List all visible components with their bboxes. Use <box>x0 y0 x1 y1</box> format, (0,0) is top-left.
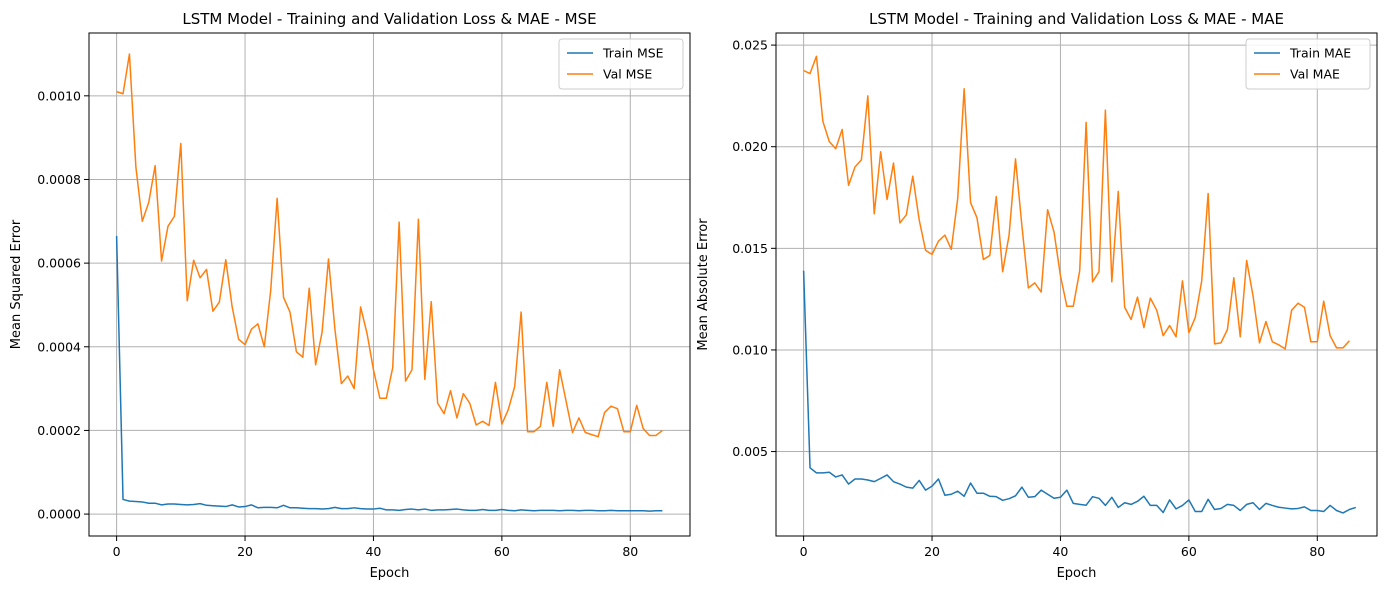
series-line-train <box>115 235 663 512</box>
y-tick-label: 0.0002 <box>37 423 81 438</box>
plot-frame <box>88 32 691 537</box>
y-tick-label: 0.0010 <box>37 88 81 103</box>
x-tick-label: 80 <box>622 544 638 559</box>
x-tick-label: 20 <box>237 544 253 559</box>
y-axis-label: Mean Squared Error <box>9 219 24 349</box>
legend-label-val: Val MSE <box>603 67 652 82</box>
x-tick-label: 0 <box>113 544 121 559</box>
x-tick-label: 20 <box>924 544 940 559</box>
grid <box>776 33 1377 536</box>
series-line-train <box>802 270 1357 514</box>
series-line-val <box>803 55 1350 350</box>
legend: Train MSE Val MSE <box>558 38 684 90</box>
series-line-val <box>116 53 663 438</box>
x-tick-label: 40 <box>365 544 381 559</box>
y-tick-label: 0.020 <box>732 139 768 154</box>
y-tick-label: 0.0008 <box>37 172 81 187</box>
grid <box>89 33 690 536</box>
y-tick-label: 0.015 <box>732 241 768 256</box>
x-axis-label: Epoch <box>370 566 410 581</box>
legend-label-train: Train MSE <box>602 46 664 61</box>
y-tick-label: 0.025 <box>732 38 768 53</box>
legend-label-train: Train MAE <box>1289 46 1351 61</box>
x-axis-label: Epoch <box>1057 566 1097 581</box>
legend-box <box>558 38 684 90</box>
y-tick-label: 0.0006 <box>37 256 81 271</box>
x-tick-label: 0 <box>800 544 808 559</box>
legend-label-val: Val MAE <box>1290 67 1340 82</box>
x-tick-label: 60 <box>1181 544 1197 559</box>
chart-title: LSTM Model - Training and Validation Los… <box>869 10 1284 28</box>
y-tick-label: 0.010 <box>732 342 768 357</box>
series-group <box>802 55 1357 514</box>
series-group <box>115 53 663 512</box>
y-tick-label: 0.0000 <box>37 507 81 522</box>
x-tick-label: 60 <box>494 544 510 559</box>
plot-frame <box>775 32 1378 537</box>
legend-box <box>1245 38 1371 90</box>
y-axis-label: Mean Absolute Error <box>696 218 711 351</box>
chart-title: LSTM Model - Training and Validation Los… <box>182 10 596 28</box>
x-tick-label: 80 <box>1309 544 1325 559</box>
y-tick-label: 0.0004 <box>37 339 81 354</box>
chart-1: 0 20 40 60 80 0.0000 0.0002 0.0004 0.0006 0.0008 0… <box>9 10 691 581</box>
chart-2: 0 20 40 60 80 0.005 0.010 0.015 0.020 0.025 LSTM M… <box>696 10 1378 581</box>
legend: Train MAE Val MAE <box>1245 38 1371 90</box>
x-tick-label: 40 <box>1052 544 1068 559</box>
y-tick-label: 0.005 <box>732 444 768 459</box>
